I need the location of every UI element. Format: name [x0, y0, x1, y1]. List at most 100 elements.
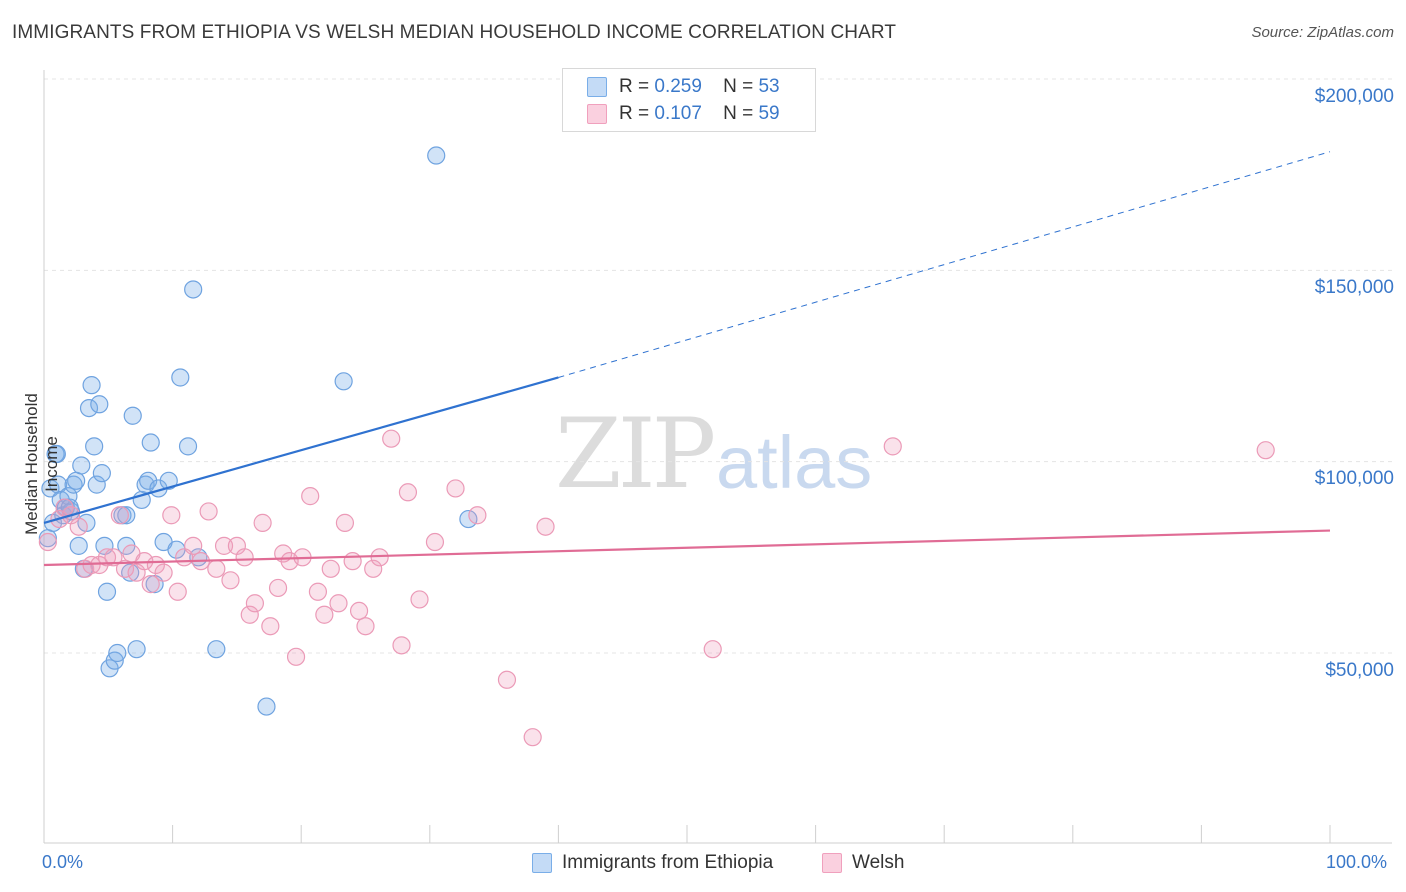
data-point-welsh — [184, 536, 203, 555]
data-point-welsh — [97, 548, 117, 567]
data-point-welsh — [240, 605, 259, 624]
data-point-ethiopia — [123, 406, 142, 425]
data-point-welsh — [162, 506, 181, 525]
data-point-ethiopia — [67, 471, 86, 490]
data-point-welsh — [154, 563, 173, 582]
data-point-ethiopia — [117, 506, 136, 525]
data-point-welsh — [286, 647, 306, 666]
data-point-ethiopia — [427, 146, 446, 165]
data-point-welsh — [410, 590, 429, 609]
legend-row-welsh: R = 0.107 N = 59 — [587, 102, 780, 126]
data-point-ethiopia — [85, 437, 104, 456]
data-point-welsh — [69, 517, 88, 536]
data-point-ethiopia — [334, 372, 353, 391]
data-point-ethiopia — [139, 471, 158, 490]
data-point-ethiopia — [171, 368, 190, 387]
data-point-welsh — [349, 601, 369, 621]
y-tick-label-200000: $200,000 — [1314, 86, 1394, 107]
trend-line-ethiopia-extension — [558, 151, 1331, 378]
legend-swatch-pink — [587, 104, 607, 124]
data-point-ethiopia — [79, 398, 99, 418]
trend-line-ethiopia — [43, 376, 559, 524]
data-point-welsh — [207, 559, 226, 578]
x-tick-label-min: 0.0% — [42, 852, 84, 872]
data-point-ethiopia — [49, 475, 68, 494]
data-point-ethiopia — [87, 475, 106, 494]
data-point-welsh — [536, 517, 555, 536]
data-point-welsh — [146, 555, 165, 575]
data-point-welsh — [392, 636, 411, 655]
data-point-welsh — [245, 594, 265, 613]
data-point-ethiopia — [141, 433, 160, 452]
data-point-ethiopia — [257, 697, 276, 716]
data-point-welsh — [268, 578, 288, 598]
data-point-welsh — [253, 513, 272, 532]
data-point-welsh — [110, 506, 129, 525]
x-tick-label-max: 100.0% — [1326, 852, 1388, 872]
y-tick-label-100000: $100,000 — [1314, 468, 1394, 489]
data-point-ethiopia — [82, 376, 101, 395]
data-point-welsh — [703, 640, 722, 659]
data-point-ethiopia — [72, 456, 91, 475]
data-point-ethiopia — [59, 487, 78, 506]
data-point-welsh — [329, 594, 348, 613]
data-point-welsh — [425, 532, 445, 552]
legend-r-value-ethiopia: 0.259 — [654, 76, 702, 97]
legend-n-label: N = — [723, 103, 754, 124]
chart-source: Source: ZipAtlas.com — [1251, 24, 1394, 41]
data-point-welsh — [468, 506, 487, 525]
data-point-welsh — [38, 532, 57, 552]
data-point-welsh — [141, 575, 160, 594]
watermark-atlas: atlas — [716, 421, 873, 504]
data-point-welsh — [883, 437, 902, 456]
data-point-welsh — [335, 513, 355, 532]
data-point-welsh — [1256, 441, 1275, 460]
bottom-legend-ethiopia: Immigrants from Ethiopia — [532, 852, 773, 874]
data-point-ethiopia — [92, 464, 111, 483]
data-point-welsh — [235, 548, 254, 567]
data-point-welsh — [523, 728, 542, 747]
chart-title: IMMIGRANTS FROM ETHIOPIA VS WELSH MEDIAN… — [12, 22, 897, 43]
data-point-welsh — [321, 559, 340, 578]
data-point-welsh — [261, 617, 280, 636]
legend-n-value-welsh: 59 — [758, 103, 780, 124]
data-point-welsh — [214, 536, 234, 555]
bottom-legend-label-ethiopia: Immigrants from Ethiopia — [562, 852, 774, 873]
data-point-ethiopia — [159, 471, 178, 490]
legend-swatch-blue — [587, 77, 607, 97]
data-point-ethiopia — [69, 536, 88, 555]
data-point-welsh — [364, 559, 383, 578]
bottom-legend-swatch-pink — [822, 853, 842, 873]
data-point-welsh — [497, 670, 517, 689]
bottom-legend-welsh: Welsh — [822, 852, 904, 874]
bottom-legend-label-welsh: Welsh — [852, 852, 905, 873]
y-tick-label-50000: $50,000 — [1325, 660, 1394, 681]
data-point-ethiopia — [178, 437, 198, 456]
data-point-welsh — [221, 571, 240, 590]
data-point-welsh — [301, 487, 320, 506]
bottom-legend-swatch-blue — [532, 853, 552, 873]
y-axis-label: Median Household Income — [22, 393, 61, 535]
data-point-welsh — [168, 582, 187, 601]
data-point-welsh — [356, 617, 375, 636]
data-point-welsh — [343, 552, 362, 571]
legend-n-label: N = — [723, 76, 754, 97]
data-point-welsh — [315, 605, 334, 624]
data-point-welsh — [308, 582, 328, 601]
data-point-ethiopia — [184, 280, 203, 299]
legend-r-label: R = — [619, 76, 650, 97]
data-point-welsh — [90, 555, 109, 575]
data-point-welsh — [446, 479, 465, 498]
legend-n-value-ethiopia: 53 — [758, 76, 780, 97]
watermark-zip: ZIP — [555, 398, 716, 510]
legend-r-label: R = — [619, 103, 650, 124]
data-point-welsh — [370, 548, 389, 567]
legend: R = 0.259 N = 53 R = 0.107 N = 59 — [562, 68, 816, 132]
legend-r-value-welsh: 0.107 — [654, 103, 702, 124]
data-point-ethiopia — [459, 509, 478, 529]
data-point-welsh — [115, 559, 135, 578]
data-point-ethiopia — [97, 582, 117, 601]
data-point-ethiopia — [47, 444, 66, 464]
data-point-ethiopia — [108, 643, 127, 663]
